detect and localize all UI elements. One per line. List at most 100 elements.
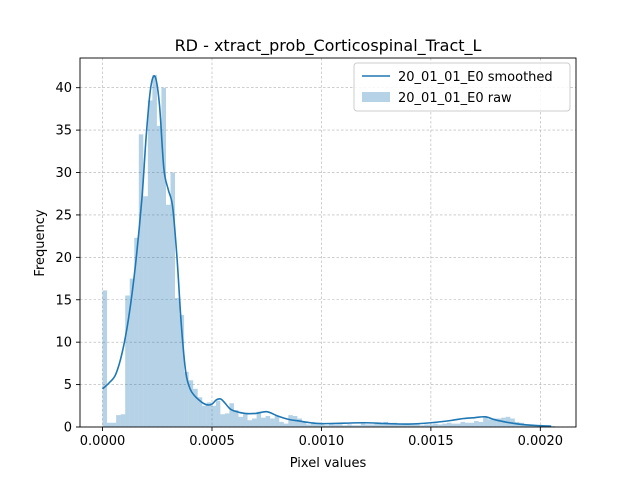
histogram-bar bbox=[297, 418, 302, 427]
x-axis-label: Pixel values bbox=[290, 456, 367, 471]
x-tick-label: 0.0020 bbox=[518, 434, 564, 449]
histogram-bar bbox=[202, 405, 207, 427]
y-tick-label: 10 bbox=[55, 336, 72, 351]
histogram-bar bbox=[301, 421, 307, 427]
histogram-bar bbox=[215, 400, 221, 427]
histogram-bar bbox=[487, 419, 493, 427]
histogram-bar bbox=[315, 424, 321, 427]
histogram-bar bbox=[310, 423, 316, 427]
x-tick-label: 0.0015 bbox=[408, 434, 454, 449]
histogram-bar bbox=[347, 424, 352, 427]
histogram-bar bbox=[306, 424, 311, 427]
histogram-bar bbox=[188, 380, 194, 427]
histogram-bar bbox=[451, 423, 456, 427]
chart-title: RD - xtract_prob_Corticospinal_Tract_L bbox=[175, 36, 482, 56]
histogram-bar bbox=[333, 424, 339, 427]
y-tick-label: 35 bbox=[55, 124, 72, 139]
y-tick-label: 0 bbox=[64, 421, 72, 436]
histogram-bar bbox=[179, 315, 185, 427]
histogram-bar bbox=[156, 125, 162, 428]
raw-histogram-bars bbox=[102, 74, 556, 428]
histogram-bar bbox=[197, 397, 203, 427]
legend-raw-swatch bbox=[362, 92, 390, 102]
x-tick-label: 0.0005 bbox=[189, 434, 235, 449]
histogram-bar bbox=[342, 425, 348, 427]
histogram-bar bbox=[233, 410, 239, 427]
grid-lines bbox=[80, 58, 576, 428]
histogram-bar bbox=[261, 417, 266, 427]
histogram-bar bbox=[125, 295, 130, 427]
histogram-bar bbox=[433, 423, 438, 427]
histogram-bar bbox=[152, 74, 157, 427]
histogram-bar bbox=[351, 425, 357, 427]
histogram-bar bbox=[387, 423, 393, 427]
histogram-bar bbox=[288, 415, 293, 427]
y-tick-label: 25 bbox=[55, 208, 72, 223]
histogram-bar bbox=[383, 421, 388, 427]
histogram-bar bbox=[492, 418, 497, 427]
histogram-bar bbox=[324, 425, 330, 427]
y-tick-label: 40 bbox=[55, 81, 72, 96]
histogram-bar bbox=[220, 414, 225, 427]
histogram-bar bbox=[138, 134, 144, 427]
y-tick-label: 20 bbox=[55, 251, 72, 266]
histogram-bar bbox=[360, 423, 366, 427]
histogram-bar bbox=[378, 422, 384, 427]
histogram-bar bbox=[455, 423, 461, 427]
histogram-bar bbox=[406, 423, 411, 427]
histogram-bar bbox=[175, 298, 180, 427]
y-tick-label: 5 bbox=[64, 378, 72, 393]
histogram-bar bbox=[170, 172, 176, 427]
histogram-bar bbox=[474, 421, 479, 427]
histogram-bar bbox=[338, 424, 343, 427]
histogram-bar bbox=[270, 418, 275, 427]
histogram-bar bbox=[283, 423, 289, 427]
histogram-bar bbox=[428, 424, 434, 427]
histogram-bar bbox=[523, 424, 529, 427]
histogram-bar bbox=[224, 413, 230, 427]
histogram-bar bbox=[469, 422, 475, 427]
smoothed-density-line bbox=[102, 75, 552, 427]
histogram-bar bbox=[496, 418, 502, 427]
histogram-bar bbox=[329, 423, 334, 427]
histogram-bar bbox=[274, 415, 280, 427]
histogram-bar bbox=[397, 424, 402, 427]
legend-raw-label: 20_01_01_E0 raw bbox=[398, 91, 512, 106]
histogram-bar bbox=[446, 422, 452, 427]
histogram-bar bbox=[356, 425, 361, 427]
y-tick-label: 15 bbox=[55, 293, 72, 308]
y-axis-ticks: 0 5 10 15 20 25 30 35 40 bbox=[55, 81, 80, 436]
histogram-bar bbox=[415, 424, 420, 427]
x-tick-label: 0.0010 bbox=[299, 434, 345, 449]
histogram-bar bbox=[256, 411, 262, 427]
histogram-bar bbox=[107, 422, 112, 427]
x-tick-label: 0.0000 bbox=[80, 434, 126, 449]
histogram-bar bbox=[134, 237, 139, 427]
y-axis-label: Frequency bbox=[33, 209, 48, 276]
histogram-bar bbox=[465, 422, 470, 427]
legend-smoothed-label: 20_01_01_E0 smoothed bbox=[398, 70, 553, 85]
histogram-bar bbox=[374, 423, 379, 427]
histogram-bar bbox=[369, 424, 375, 427]
histogram-bar bbox=[252, 418, 257, 427]
histogram-bar bbox=[442, 423, 447, 427]
histogram-bar bbox=[129, 278, 135, 427]
histogram-bar bbox=[365, 424, 370, 427]
histogram-bar bbox=[437, 424, 443, 427]
histogram-bar bbox=[279, 421, 284, 427]
histogram-bar bbox=[143, 196, 148, 427]
histogram-bar bbox=[265, 415, 271, 427]
histogram-bar bbox=[419, 425, 425, 427]
histogram-bar bbox=[424, 424, 429, 427]
histogram-bar bbox=[120, 414, 126, 427]
histogram-bar bbox=[238, 416, 244, 427]
histogram-bar bbox=[116, 415, 121, 427]
histogram-bar bbox=[193, 388, 198, 427]
histogram-bar bbox=[392, 422, 398, 427]
y-tick-label: 30 bbox=[55, 166, 72, 181]
histogram-bar bbox=[247, 420, 253, 427]
histogram-bar bbox=[478, 421, 484, 427]
legend-frame bbox=[353, 62, 571, 112]
histogram-bar bbox=[111, 422, 117, 427]
histogram-bar bbox=[165, 204, 171, 427]
